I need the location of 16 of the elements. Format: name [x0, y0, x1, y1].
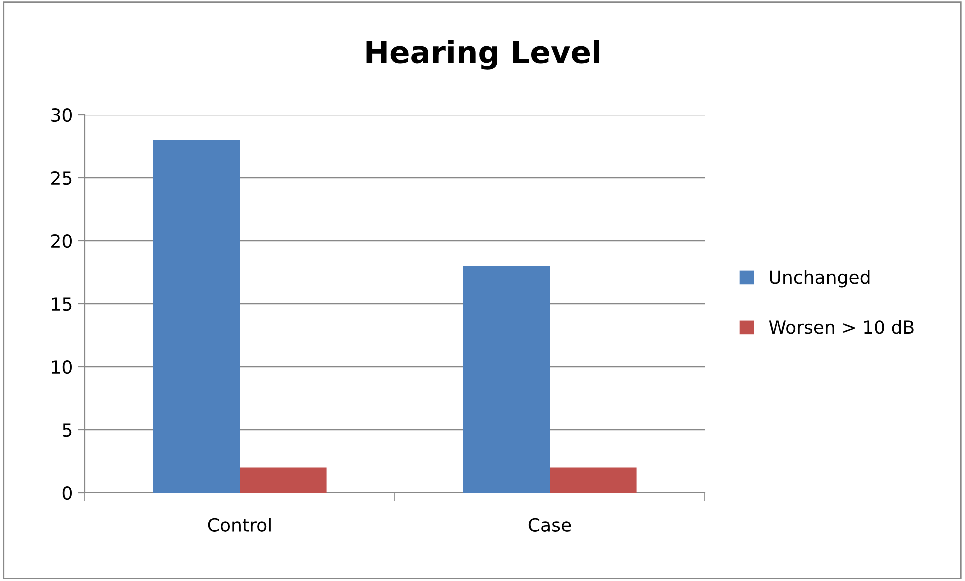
bar: [153, 140, 240, 493]
bar: [550, 468, 637, 493]
legend-label: Worsen > 10 dB: [769, 320, 914, 334]
y-tick-label: 25: [52, 171, 72, 186]
bar: [240, 468, 327, 493]
x-tick-label: Control: [208, 518, 271, 532]
y-tick-label: 15: [52, 298, 72, 312]
y-tick-label: 10: [52, 360, 72, 374]
legend-label: Unchanged: [770, 270, 870, 288]
y-tick-label: 20: [52, 234, 72, 248]
bar: [463, 266, 550, 493]
y-tick-label: 0: [62, 486, 72, 500]
y-tick-label: 30: [52, 108, 72, 122]
y-tick-label: 5: [63, 424, 72, 438]
chart-title: Hearing Level: [366, 40, 600, 70]
x-tick-label: Case: [528, 518, 572, 532]
